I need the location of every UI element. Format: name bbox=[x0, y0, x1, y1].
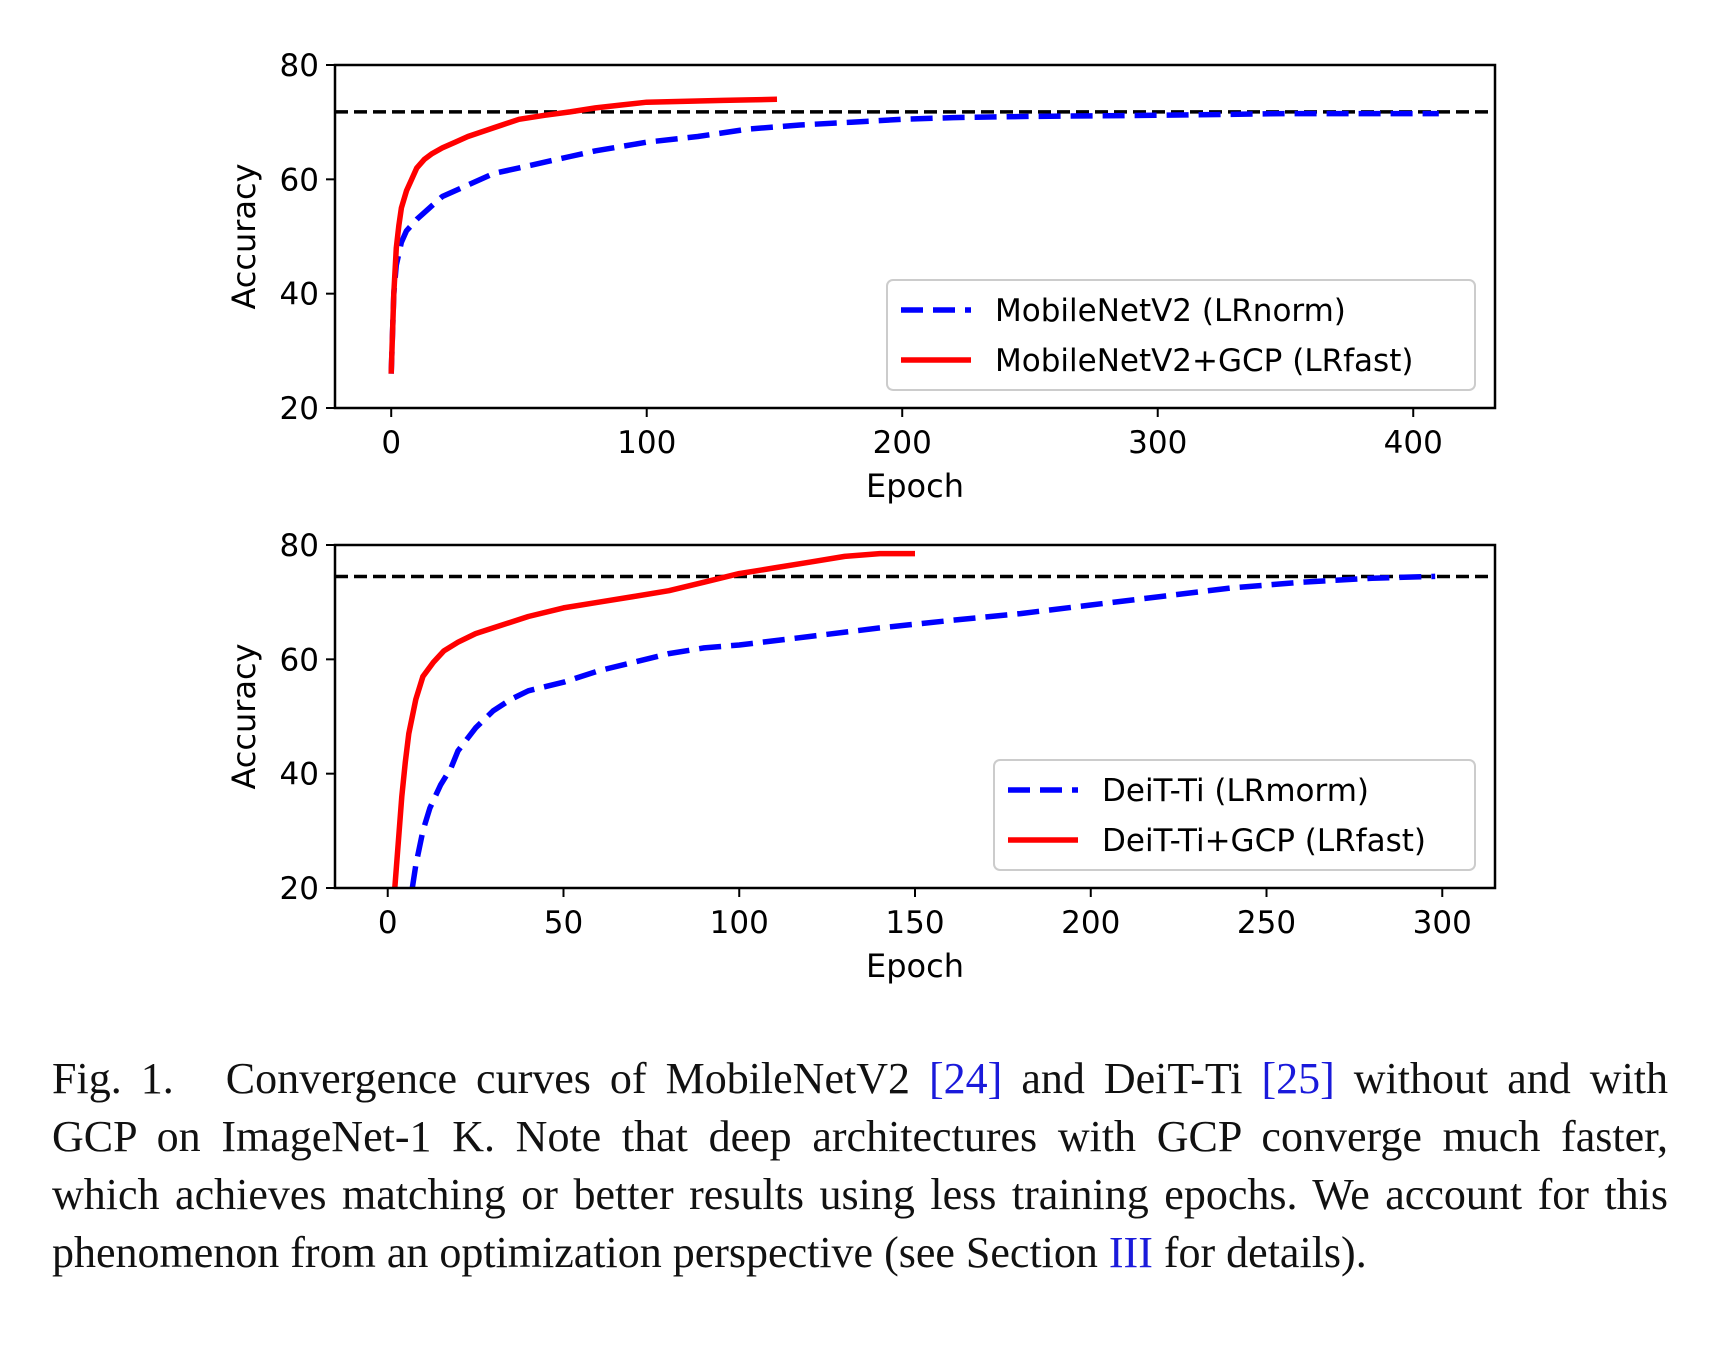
caption-ref-24[interactable]: [24] bbox=[929, 1054, 1003, 1103]
y-tick-label: 20 bbox=[280, 391, 319, 427]
y-tick-label: 60 bbox=[280, 162, 319, 198]
caption-text-2: and DeiT-Ti bbox=[1002, 1054, 1262, 1103]
caption-text-3: without and with GCP on ImageNet-1 K. No… bbox=[52, 1054, 1669, 1277]
caption-ref-25[interactable]: [25] bbox=[1261, 1054, 1335, 1103]
figure-caption: Fig. 1. Convergence curves of MobileNetV2… bbox=[52, 1050, 1668, 1282]
legend-entry: MobileNetV2 (LRnorm) bbox=[995, 293, 1346, 329]
series-line-baseline bbox=[409, 573, 1436, 888]
bottom-plot: 0 50 100 150 200 250 300 20 40 60 80 Epoch Accuracy D… bbox=[225, 528, 1497, 985]
x-tick-label: 300 bbox=[1128, 425, 1187, 461]
x-tick-label: 150 bbox=[885, 905, 944, 941]
x-axis-label: Epoch bbox=[866, 947, 964, 985]
y-tick-label: 60 bbox=[280, 642, 319, 678]
x-tick-label: 100 bbox=[710, 905, 769, 941]
y-tick-label: 80 bbox=[280, 48, 319, 84]
x-tick-label: 0 bbox=[378, 905, 398, 941]
legend-entry: DeiT-Ti+GCP (LRfast) bbox=[1102, 823, 1426, 859]
plot-frame bbox=[333, 543, 1497, 890]
legend-box bbox=[886, 279, 1476, 391]
series-line-gcp bbox=[392, 550, 915, 888]
legend-entry: DeiT-Ti (LRmorm) bbox=[1102, 773, 1369, 809]
legend-entry: MobileNetV2+GCP (LRfast) bbox=[995, 343, 1413, 379]
y-tick-label: 20 bbox=[280, 871, 319, 907]
x-axis-label: Epoch bbox=[866, 467, 964, 505]
x-tick-label: 200 bbox=[873, 425, 932, 461]
caption-text-4: for details). bbox=[1152, 1228, 1367, 1277]
x-tick-label: 50 bbox=[544, 905, 583, 941]
legend: DeiT-Ti (LRmorm) DeiT-Ti+GCP (LRfast) bbox=[993, 759, 1476, 871]
x-tick-label: 250 bbox=[1237, 905, 1296, 941]
x-tick-label: 200 bbox=[1061, 905, 1120, 941]
x-tick-label: 400 bbox=[1384, 425, 1443, 461]
x-tick-label: 100 bbox=[617, 425, 676, 461]
x-tick-label: 0 bbox=[381, 425, 401, 461]
y-axis-label: Accuracy bbox=[225, 163, 263, 309]
top-plot: 0 100 200 300 400 20 40 60 80 Epoch Accuracy Mobile… bbox=[225, 48, 1497, 505]
caption-text-1: Convergence curves of MobileNetV2 bbox=[225, 1054, 929, 1103]
y-tick-label: 40 bbox=[280, 757, 319, 793]
series-line-gcp bbox=[388, 96, 778, 374]
caption-ref-section-iii[interactable]: III bbox=[1108, 1228, 1153, 1277]
legend-box bbox=[993, 759, 1476, 871]
legend: MobileNetV2 (LRnorm) MobileNetV2+GCP (LRf… bbox=[886, 279, 1476, 391]
figure: 0 100 200 300 40020406080EpochAccuracyMobile… bbox=[225, 48, 1497, 985]
y-tick-label: 80 bbox=[280, 528, 319, 564]
plot-frame bbox=[333, 63, 1497, 410]
series-line-baseline bbox=[388, 110, 1439, 374]
y-axis-label: Accuracy bbox=[225, 643, 263, 789]
y-tick-label: 40 bbox=[280, 277, 319, 313]
caption-label: Fig. 1. bbox=[52, 1054, 174, 1103]
x-tick-label: 300 bbox=[1413, 905, 1472, 941]
